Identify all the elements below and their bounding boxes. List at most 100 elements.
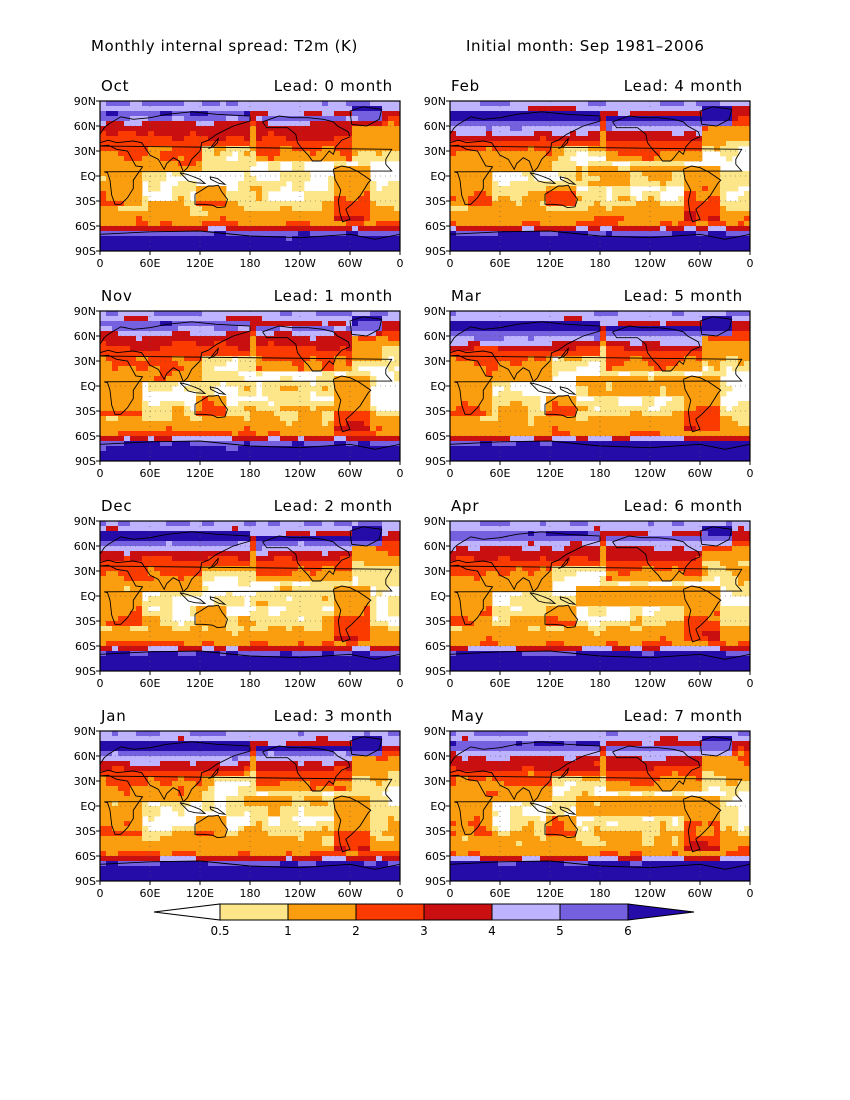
- spread-cell: [576, 241, 583, 247]
- spread-cell: [654, 331, 661, 337]
- spread-cell: [504, 381, 511, 387]
- spread-cell: [250, 326, 257, 332]
- spread-cell: [322, 216, 329, 222]
- y-tick-label: 30S: [425, 195, 446, 208]
- spread-cell: [648, 241, 655, 247]
- spread-cell: [274, 401, 281, 407]
- spread-cell: [196, 456, 203, 462]
- spread-cell: [612, 216, 619, 222]
- spread-cell: [690, 121, 697, 127]
- spread-cell: [642, 356, 649, 362]
- spread-cell: [540, 206, 547, 212]
- spread-cell: [606, 311, 613, 317]
- spread-cell: [540, 151, 547, 157]
- spread-cell: [250, 226, 257, 232]
- spread-cell: [558, 361, 565, 367]
- spread-cell: [148, 206, 155, 212]
- spread-cell: [268, 451, 275, 457]
- spread-cell: [208, 241, 215, 247]
- spread-cell: [196, 431, 203, 437]
- spread-cell: [498, 326, 505, 332]
- spread-cell: [370, 111, 377, 117]
- spread-cell: [486, 236, 493, 242]
- spread-cell: [124, 136, 131, 142]
- spread-cell: [726, 206, 733, 212]
- spread-cell: [648, 331, 655, 337]
- spread-cell: [364, 151, 371, 157]
- spread-cell: [546, 336, 553, 342]
- spread-cell: [232, 146, 239, 152]
- spread-cell: [298, 161, 305, 167]
- spread-cell: [202, 321, 209, 327]
- spread-cell: [334, 316, 341, 322]
- spread-cell: [244, 431, 251, 437]
- spread-cell: [388, 146, 395, 152]
- spread-cell: [148, 236, 155, 242]
- spread-cell: [708, 376, 715, 382]
- spread-cell: [654, 371, 661, 377]
- spread-cell: [570, 351, 577, 357]
- spread-cell: [304, 201, 311, 207]
- spread-cell: [600, 196, 607, 202]
- spread-cell: [552, 311, 559, 317]
- spread-cell: [382, 116, 389, 122]
- spread-cell: [594, 111, 601, 117]
- spread-cell: [190, 111, 197, 117]
- spread-cell: [714, 106, 721, 112]
- coastline: [99, 111, 251, 173]
- spread-cell: [394, 431, 401, 437]
- spread-cell: [486, 161, 493, 167]
- spread-cell: [474, 116, 481, 122]
- spread-cell: [696, 101, 703, 107]
- spread-cell: [606, 336, 613, 342]
- spread-cell: [118, 436, 125, 442]
- spread-cell: [576, 356, 583, 362]
- spread-cell: [720, 131, 727, 137]
- spread-cell: [118, 316, 125, 322]
- spread-cell: [738, 121, 745, 127]
- spread-cell: [744, 246, 751, 252]
- spread-cell: [256, 341, 263, 347]
- spread-cell: [672, 371, 679, 377]
- spread-cell: [738, 341, 745, 347]
- x-tick-label: 120E: [186, 257, 214, 270]
- spread-cell: [256, 196, 263, 202]
- spread-cell: [154, 226, 161, 232]
- spread-cell: [382, 411, 389, 417]
- spread-cell: [178, 126, 185, 132]
- spread-cell: [256, 111, 263, 117]
- spread-cell: [226, 241, 233, 247]
- spread-cell: [166, 341, 173, 347]
- spread-cell: [726, 321, 733, 327]
- spread-cell: [124, 451, 131, 457]
- spread-cell: [316, 426, 323, 432]
- spread-cell: [382, 151, 389, 157]
- spread-cell: [154, 221, 161, 227]
- spread-cell: [196, 106, 203, 112]
- spread-cell: [256, 311, 263, 317]
- spread-cell: [238, 241, 245, 247]
- spread-cell: [364, 216, 371, 222]
- spread-cell: [684, 361, 691, 367]
- spread-cell: [456, 196, 463, 202]
- spread-cell: [510, 196, 517, 202]
- spread-cell: [726, 151, 733, 157]
- spread-cell: [112, 121, 119, 127]
- spread-cell: [268, 406, 275, 412]
- spread-cell: [124, 386, 131, 392]
- coastline: [179, 172, 207, 185]
- spread-cell: [214, 456, 221, 462]
- spread-cell: [112, 341, 119, 347]
- spread-cell: [474, 311, 481, 317]
- spread-cell: [528, 126, 535, 132]
- spread-cell: [310, 361, 317, 367]
- spread-cell: [244, 131, 251, 137]
- spread-cell: [654, 236, 661, 242]
- spread-cell: [666, 176, 673, 182]
- spread-cell: [708, 111, 715, 117]
- spread-cell: [190, 366, 197, 372]
- spread-cell: [160, 171, 167, 177]
- spread-cell: [546, 186, 553, 192]
- spread-cell: [322, 371, 329, 377]
- spread-cell: [690, 166, 697, 172]
